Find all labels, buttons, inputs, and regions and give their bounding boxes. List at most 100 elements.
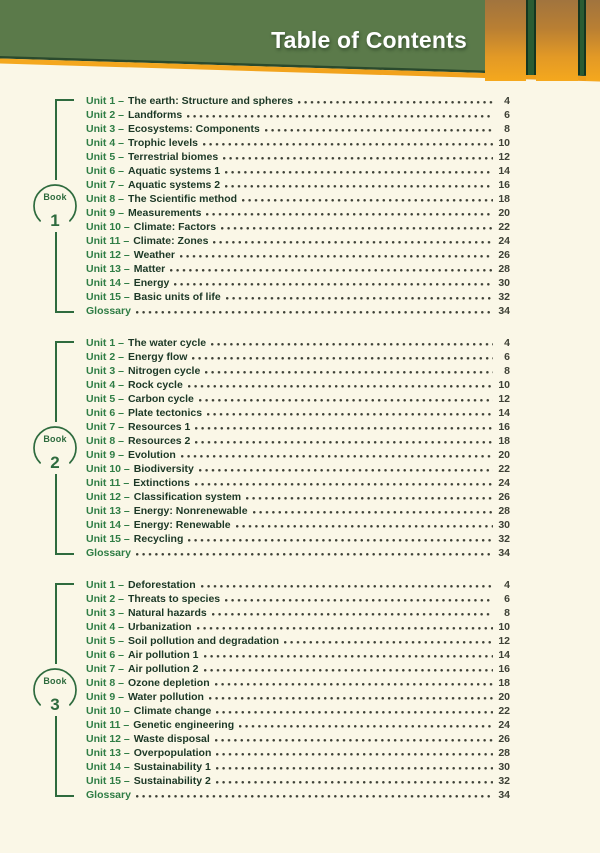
toc-unit-label: Unit 5 –: [86, 393, 124, 405]
book-badge-label: Book: [43, 434, 67, 444]
toc-row: Unit 1 – The earth: Structure and sphere…: [86, 94, 510, 108]
book-badge-number: 1: [50, 211, 60, 230]
toc-row: Unit 9 – Water pollution 20: [86, 690, 510, 704]
toc-row: Unit 4 – Rock cycle 10: [86, 378, 510, 392]
toc-entry-title: Terrestrial biomes: [127, 151, 219, 163]
toc-page-number: 6: [504, 109, 510, 121]
toc-unit-label: Unit 10 –: [86, 705, 130, 717]
dotted-leader-icon: [215, 774, 493, 784]
toc-page-number: 34: [498, 305, 510, 317]
toc-entry-title: The water cycle: [127, 337, 207, 349]
toc-page-number: 26: [498, 733, 510, 745]
toc-page-number: 20: [498, 691, 510, 703]
dotted-leader-icon: [194, 476, 493, 486]
toc-entry-title: Trophic levels: [127, 137, 198, 149]
toc-unit-label: Unit 6 –: [86, 407, 124, 419]
toc-page-number: 8: [504, 123, 510, 135]
toc-row: Unit 4 – Urbanization 10: [86, 620, 510, 634]
toc-page-number: 16: [498, 663, 510, 675]
toc-row: Glossary 34: [86, 304, 510, 318]
toc-page-number: 24: [498, 719, 510, 731]
book-badge-number: 2: [50, 453, 60, 472]
toc-unit-label: Unit 7 –: [86, 179, 124, 191]
toc-page-number: 18: [498, 193, 510, 205]
toc-page-number: 14: [498, 649, 510, 661]
toc-page-number: 30: [498, 277, 510, 289]
dotted-leader-icon: [215, 760, 493, 770]
toc-row: Unit 7 – Air pollution 2 16: [86, 662, 510, 676]
toc-row: Unit 4 – Trophic levels 10: [86, 136, 510, 150]
book-section: Book 2 Unit 1 – The water cycle 4 Unit 2…: [0, 336, 600, 560]
toc-unit-label: Unit 14 –: [86, 519, 130, 531]
toc-page-number: 32: [498, 533, 510, 545]
toc-row: Unit 12 – Waste disposal 26: [86, 732, 510, 746]
toc-unit-label: Unit 7 –: [86, 663, 124, 675]
toc-entry-title: Aquatic systems 1: [127, 165, 221, 177]
dotted-leader-icon: [200, 578, 493, 588]
toc-page-number: 28: [498, 505, 510, 517]
dotted-leader-icon: [211, 606, 493, 616]
toc-unit-label: Unit 3 –: [86, 123, 124, 135]
toc-row: Unit 6 – Air pollution 1 14: [86, 648, 510, 662]
dotted-leader-icon: [180, 448, 493, 458]
dotted-leader-icon: [225, 164, 493, 174]
toc-entry-title: Classification system: [133, 491, 242, 503]
toc-entry-title: Evolution: [127, 449, 176, 461]
dotted-leader-icon: [170, 262, 493, 272]
toc-page-number: 30: [498, 761, 510, 773]
toc-page-number: 4: [504, 579, 510, 591]
dotted-leader-icon: [216, 704, 493, 714]
toc-unit-label: Unit 3 –: [86, 607, 124, 619]
book-section: Book 3 Unit 1 – Deforestation 4 Unit 2 –…: [0, 578, 600, 802]
book-badge-label: Book: [43, 676, 67, 686]
dotted-leader-icon: [174, 276, 493, 286]
book-badge: Book 3: [31, 664, 79, 716]
toc-row: Unit 1 – Deforestation 4: [86, 578, 510, 592]
toc-page-number: 28: [498, 747, 510, 759]
toc-unit-label: Unit 12 –: [86, 249, 130, 261]
toc-entry-title: Sustainability 1: [133, 761, 211, 773]
toc-row: Unit 10 – Climate change 22: [86, 704, 510, 718]
toc-row: Unit 13 – Matter 28: [86, 262, 510, 276]
dotted-leader-icon: [246, 490, 493, 500]
toc-row: Unit 6 – Aquatic systems 1 14: [86, 164, 510, 178]
toc-page-number: 26: [498, 249, 510, 261]
toc-entry-title: Waste disposal: [133, 733, 210, 745]
toc-entry-title: The Scientific method: [127, 193, 238, 205]
toc-entry-title: Aquatic systems 2: [127, 179, 221, 191]
dotted-leader-icon: [284, 634, 493, 644]
toc-row: Glossary 34: [86, 546, 510, 560]
toc-entry-title: Air pollution 1: [127, 649, 199, 661]
toc-entry-title: The earth: Structure and spheres: [127, 95, 294, 107]
toc-row: Unit 13 – Overpopulation 28: [86, 746, 510, 760]
toc-entry-title: Climate change: [133, 705, 212, 717]
dotted-leader-icon: [195, 434, 493, 444]
toc-unit-label: Glossary: [86, 305, 131, 317]
dotted-leader-icon: [202, 136, 493, 146]
toc-entry-title: Resources 2: [127, 435, 191, 447]
dotted-leader-icon: [264, 122, 493, 132]
toc-unit-label: Unit 13 –: [86, 747, 130, 759]
toc-page-number: 24: [498, 477, 510, 489]
toc-unit-label: Unit 5 –: [86, 151, 124, 163]
toc-row: Unit 3 – Natural hazards 8: [86, 606, 510, 620]
book-badge: Book 2: [31, 422, 79, 474]
toc-entry-title: Threats to species: [127, 593, 221, 605]
toc-row: Unit 10 – Climate: Factors 22: [86, 220, 510, 234]
decor-bar-gap-icon: [578, 0, 586, 75]
toc-entry-title: Extinctions: [133, 477, 190, 489]
toc-entry-title: Landforms: [127, 109, 183, 121]
toc-entry-title: Basic units of life: [133, 291, 221, 303]
toc-entry-title: Energy flow: [127, 351, 188, 363]
toc-page-number: 12: [498, 151, 510, 163]
toc-unit-label: Unit 14 –: [86, 761, 130, 773]
toc-page-number: 8: [504, 365, 510, 377]
page-header: Table of Contents: [0, 0, 600, 88]
toc-entry-title: Soil pollution and degradation: [127, 635, 280, 647]
book-section: Book 1 Unit 1 – The earth: Structure and…: [0, 94, 600, 318]
toc-row: Unit 5 – Soil pollution and degradation …: [86, 634, 510, 648]
toc-page-number: 14: [498, 165, 510, 177]
toc-unit-label: Unit 2 –: [86, 351, 124, 363]
toc-unit-label: Unit 15 –: [86, 775, 130, 787]
